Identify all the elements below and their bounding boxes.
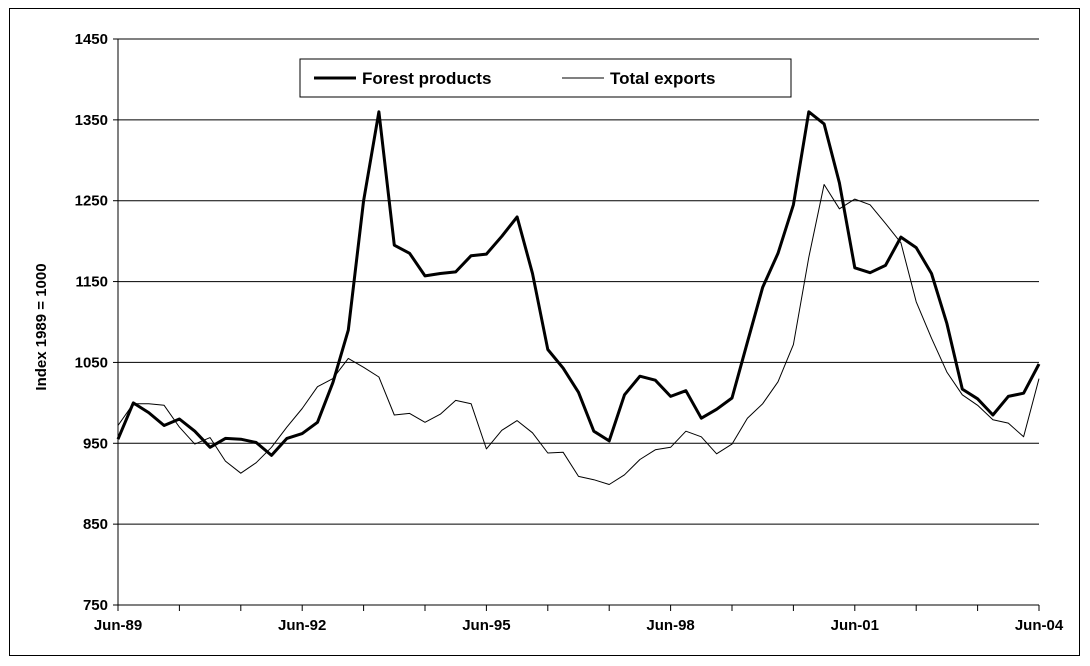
series-layer [116, 110, 1041, 485]
series-line-total-exports [117, 184, 1040, 485]
y-tick-label: 1150 [75, 274, 108, 291]
y-tick-label: 1450 [75, 31, 108, 48]
y-tick-label: 1050 [75, 354, 108, 371]
x-tick-label: Jun-01 [831, 617, 879, 634]
legend-box [299, 58, 792, 98]
y-tick-label: 950 [83, 435, 108, 452]
y-tick-labels: 1450 1350 1250 1150 1050 950 850 750 [75, 31, 108, 614]
x-ticks [117, 605, 1040, 611]
x-tick-label: Jun-92 [278, 617, 326, 634]
gridlines [113, 38, 1039, 606]
y-tick-label: 750 [83, 597, 108, 614]
y-tick-label: 1250 [75, 193, 108, 210]
x-tick-labels: Jun-89 Jun-92 Jun-95 Jun-98 Jun-01 Jun-04 [94, 617, 1064, 634]
y-axis-label: Index 1989 = 1000 [33, 263, 50, 390]
y-tick-label: 1350 [75, 112, 108, 129]
legend-label-total-exports: Total exports [610, 69, 715, 88]
legend-label-forest-products: Forest products [362, 69, 491, 88]
y-tick-label: 850 [83, 516, 108, 533]
legend: Forest products Total exports [299, 58, 792, 98]
x-tick-label: Jun-95 [462, 617, 510, 634]
chart-frame: 1450 1350 1250 1150 1050 950 850 750 Jun-89 Jun-… [9, 8, 1080, 656]
x-tick-label: Jun-04 [1015, 617, 1064, 634]
x-tick-label: Jun-98 [646, 617, 694, 634]
x-tick-label: Jun-89 [94, 617, 142, 634]
series-line-forest-products [116, 110, 1041, 457]
